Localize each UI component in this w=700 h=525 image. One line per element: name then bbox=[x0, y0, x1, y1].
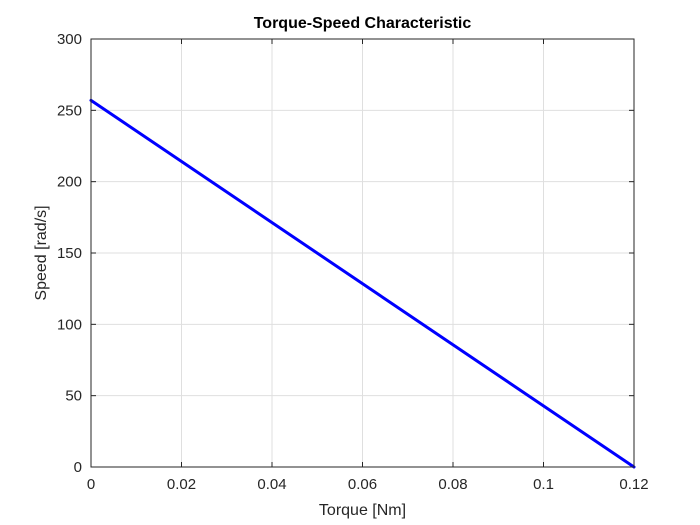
y-tick-label: 50 bbox=[65, 388, 82, 405]
y-tick-label: 200 bbox=[57, 174, 82, 191]
y-tick-label: 0 bbox=[74, 459, 82, 476]
x-tick-label: 0.1 bbox=[533, 476, 554, 493]
y-tick-label: 300 bbox=[57, 31, 82, 48]
x-axis-label: Torque [Nm] bbox=[319, 502, 406, 519]
x-tick-label: 0.12 bbox=[619, 476, 648, 493]
x-tick-label: 0.06 bbox=[348, 476, 377, 493]
y-tick-label: 100 bbox=[57, 316, 82, 333]
y-axis-label: Speed [rad/s] bbox=[33, 205, 50, 300]
x-tick-label: 0 bbox=[87, 476, 95, 493]
x-tick-label: 0.04 bbox=[257, 476, 286, 493]
y-axis-ticks: 0 50 100 150 200 250 300 bbox=[57, 31, 634, 476]
y-tick-label: 150 bbox=[57, 245, 82, 262]
x-tick-label: 0.02 bbox=[167, 476, 196, 493]
x-axis-ticks: 0 0.02 0.04 0.06 0.08 0.1 0.12 bbox=[87, 39, 649, 493]
plot-series bbox=[89, 98, 636, 469]
x-tick-label: 0.08 bbox=[438, 476, 467, 493]
series-line bbox=[89, 98, 636, 469]
chart-title: Torque-Speed Characteristic bbox=[254, 15, 472, 32]
y-tick-label: 250 bbox=[57, 102, 82, 119]
grid bbox=[90, 38, 635, 468]
